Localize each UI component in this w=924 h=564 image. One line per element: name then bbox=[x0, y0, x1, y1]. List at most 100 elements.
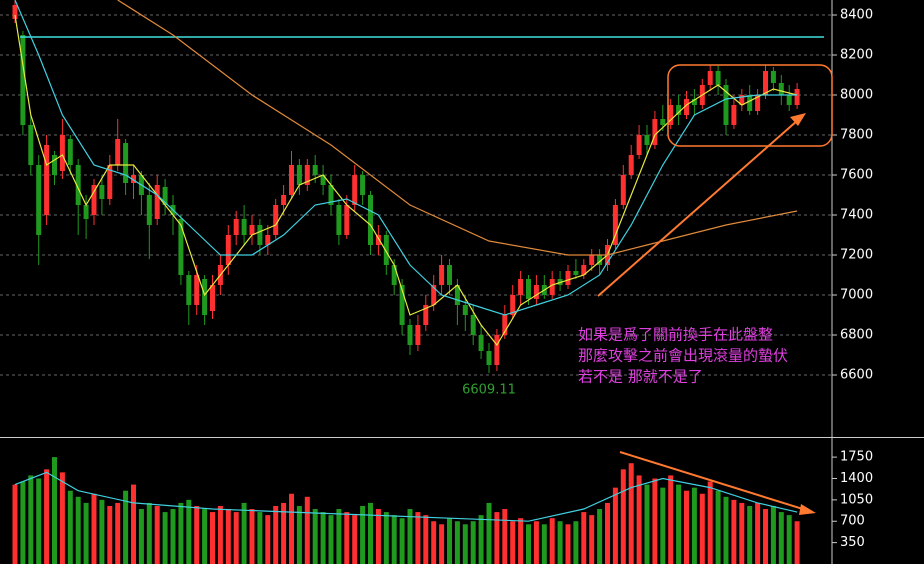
candle-body bbox=[407, 325, 413, 345]
volume-bar bbox=[715, 490, 721, 564]
ma-line bbox=[14, 0, 798, 316]
volume-bar bbox=[123, 490, 129, 564]
candle-body bbox=[652, 119, 658, 145]
volume-bar bbox=[249, 509, 255, 564]
candle-body bbox=[312, 165, 318, 175]
volume-bar bbox=[731, 499, 737, 564]
candle-body bbox=[794, 89, 800, 105]
candle-body bbox=[423, 305, 429, 325]
candle-body bbox=[225, 235, 231, 265]
ma-line bbox=[117, 0, 798, 256]
volume-bar bbox=[573, 521, 579, 564]
volume-bar bbox=[225, 509, 231, 564]
volume-bar bbox=[241, 502, 247, 564]
candle-body bbox=[478, 335, 484, 351]
candle-body bbox=[691, 99, 697, 105]
volume-bar bbox=[510, 521, 516, 564]
candle-body bbox=[360, 175, 366, 195]
candle-body bbox=[375, 235, 381, 245]
low-label: 6609.11 bbox=[462, 383, 516, 398]
candle-body bbox=[296, 165, 302, 185]
candle-body bbox=[75, 165, 81, 205]
candle-body bbox=[439, 265, 445, 285]
annotation: 那麼攻擊之前會出現滾量的蟄伏 bbox=[578, 347, 788, 365]
candle-body bbox=[281, 195, 287, 205]
volume-bar bbox=[391, 515, 397, 564]
volume-bar bbox=[723, 496, 729, 564]
volume-bar bbox=[541, 524, 547, 564]
candle-body bbox=[565, 271, 571, 285]
volume-bar bbox=[439, 524, 445, 564]
volume-bar bbox=[502, 509, 508, 564]
candle-body bbox=[186, 275, 192, 305]
candle-body bbox=[146, 195, 152, 225]
candle-body bbox=[352, 175, 358, 205]
candle-body bbox=[131, 175, 136, 183]
volume-bar bbox=[636, 475, 642, 564]
volume-bar bbox=[581, 512, 587, 564]
volume-bar bbox=[344, 512, 350, 564]
candle-body bbox=[107, 165, 113, 199]
candle-body bbox=[36, 165, 42, 235]
volume-bar bbox=[138, 509, 144, 564]
highlight-box bbox=[667, 64, 833, 147]
volume-bar bbox=[786, 515, 792, 564]
volume-bar bbox=[273, 505, 279, 564]
volume-bar bbox=[526, 524, 531, 564]
candle-body bbox=[59, 135, 65, 171]
candle-body bbox=[210, 285, 215, 311]
volume-bar bbox=[470, 521, 476, 564]
volume-bar bbox=[210, 512, 215, 564]
ma-line bbox=[14, 14, 798, 347]
volume-bar bbox=[778, 512, 784, 564]
volume-bar bbox=[431, 521, 437, 564]
candle-body bbox=[684, 99, 689, 115]
annotation: 如果是爲了關前換手在此盤整 bbox=[578, 326, 773, 344]
candle-body bbox=[549, 279, 555, 295]
trend-arrow bbox=[597, 119, 799, 297]
volume-bar bbox=[368, 502, 373, 564]
candle-body bbox=[249, 225, 255, 235]
candle-body bbox=[241, 219, 247, 235]
volume-bar bbox=[454, 521, 460, 564]
volume-bar bbox=[755, 502, 761, 564]
volume-bar bbox=[652, 478, 658, 564]
candle-body bbox=[573, 271, 579, 275]
volume-bar bbox=[162, 512, 168, 564]
volume-bar bbox=[312, 509, 318, 564]
volume-bar bbox=[597, 509, 603, 564]
y-tick-label: 8200 bbox=[840, 48, 873, 63]
candle-body bbox=[589, 255, 595, 265]
volume-bar bbox=[44, 469, 50, 564]
candle-body bbox=[289, 165, 294, 195]
ma-line bbox=[14, 471, 798, 522]
volume-bar bbox=[660, 487, 666, 564]
candle-body bbox=[778, 83, 784, 95]
y-tick-label: 1050 bbox=[840, 492, 873, 507]
volume-bar bbox=[67, 490, 73, 564]
y-tick-label: 8400 bbox=[840, 8, 873, 23]
candle-body bbox=[644, 135, 650, 145]
candle-body bbox=[763, 71, 768, 95]
volume-bar bbox=[668, 475, 674, 564]
volume-bar bbox=[707, 481, 713, 564]
volume-bar bbox=[289, 493, 294, 564]
candle-body bbox=[162, 187, 168, 205]
y-tick-label: 6800 bbox=[840, 328, 873, 343]
candle-body bbox=[44, 145, 50, 215]
candle-body bbox=[612, 205, 618, 245]
candle-body bbox=[620, 175, 626, 205]
volume-bar bbox=[407, 509, 413, 564]
candle-body bbox=[715, 71, 721, 85]
volume-bar bbox=[415, 512, 421, 564]
arrow-head bbox=[799, 504, 816, 515]
volume-bar bbox=[296, 505, 302, 564]
candle-body bbox=[494, 335, 500, 365]
volume-bar bbox=[131, 484, 136, 564]
candle-body bbox=[470, 315, 476, 335]
candle-body bbox=[533, 285, 539, 299]
volume-bar bbox=[194, 505, 200, 564]
candle-body bbox=[597, 255, 603, 265]
candle-body bbox=[723, 85, 729, 125]
volume-bar bbox=[518, 518, 524, 564]
